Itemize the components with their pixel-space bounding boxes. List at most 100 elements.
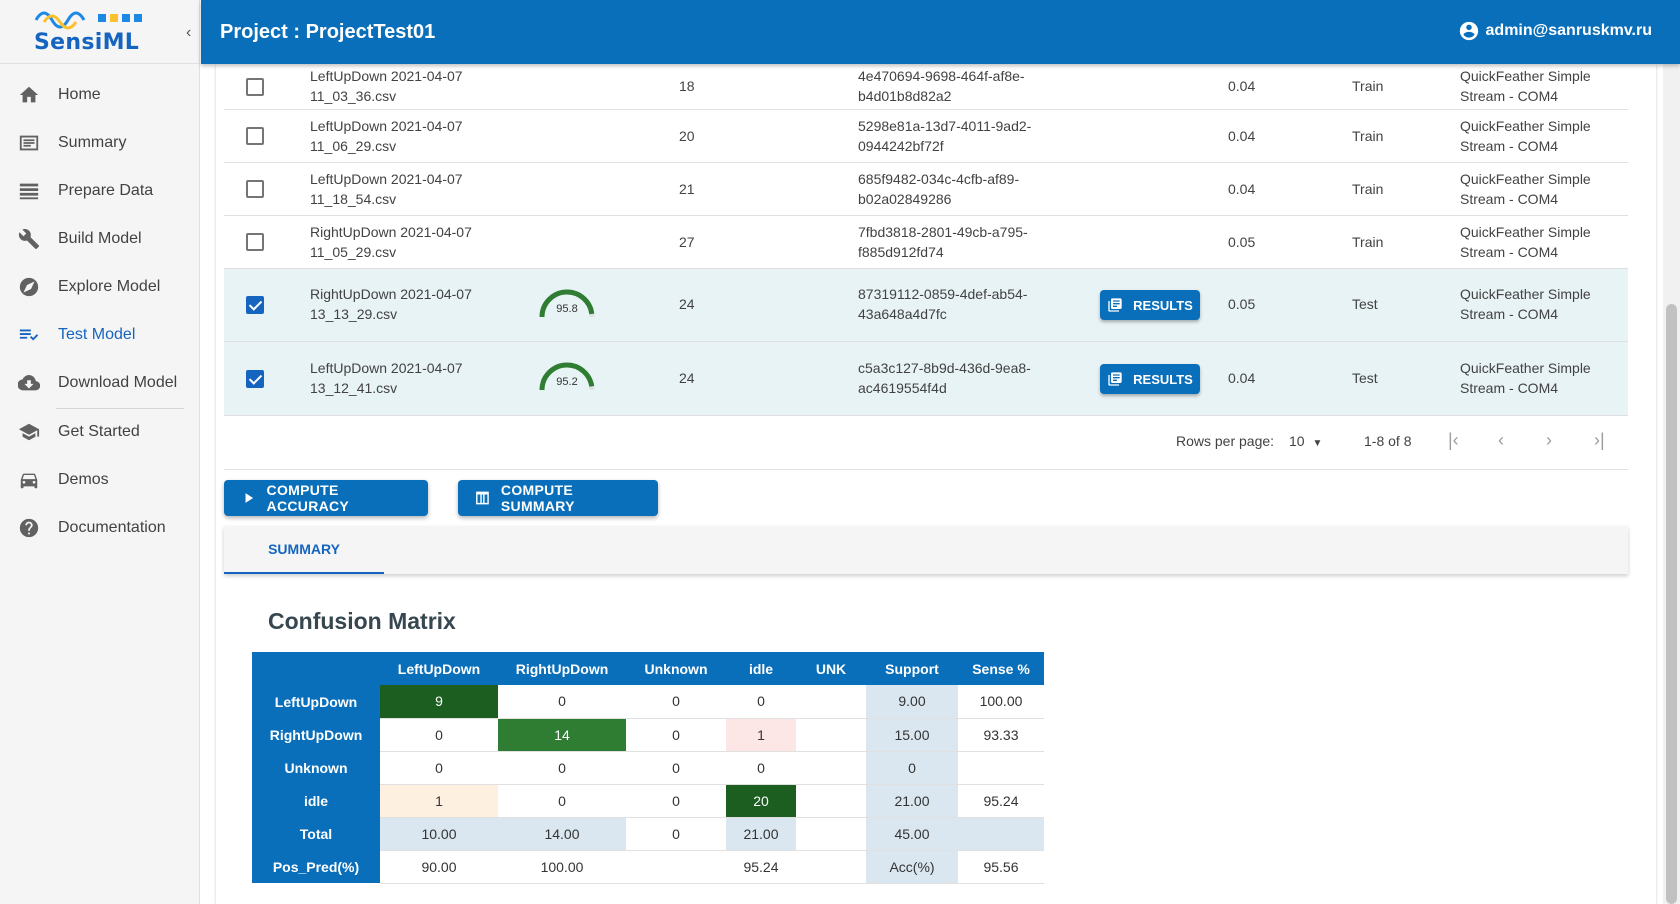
sidebar-item-summary[interactable]: Summary <box>0 123 200 163</box>
sidebar-item-home[interactable]: Home <box>0 75 200 115</box>
sidebar-item-label: Prepare Data <box>58 182 154 199</box>
sense-cell: 93.33 <box>958 718 1044 752</box>
device: QuickFeather Simple Stream - COM4 <box>1460 118 1591 154</box>
row-header: RightUpDown <box>252 718 380 751</box>
sample-count: 27 <box>679 234 695 250</box>
sidebar-item-get-started[interactable]: Get Started <box>0 412 200 452</box>
sidebar-item-label: Build Model <box>58 230 142 247</box>
table-pagination: Rows per page: 10 ▼ 1-8 of 8 |‹ ‹ › ›| <box>224 416 1628 470</box>
capture-uuid: 4e470694-9698-464f-af8e-b4d01b8d82a2 <box>858 68 1025 104</box>
prepare-data-icon <box>19 183 39 200</box>
sidebar-item-build-model[interactable]: Build Model <box>0 219 200 259</box>
row-checkbox[interactable] <box>246 370 264 388</box>
matrix-cell: 14 <box>498 718 626 752</box>
matrix-cell: 0 <box>498 784 626 818</box>
capture-uuid: 7fbd3818-2801-49cb-a795- f885d912fd74 <box>858 224 1028 260</box>
home-icon <box>19 86 39 103</box>
matrix-cell: 0 <box>380 718 498 752</box>
table-row[interactable]: RightUpDown 2021-04-07 13_13_29.csv 95.8 … <box>224 269 1628 342</box>
set-type: Train <box>1352 128 1384 144</box>
row-checkbox[interactable] <box>246 78 264 96</box>
matrix-cell: 0 <box>626 685 726 719</box>
table-row[interactable]: LeftUpDown 2021-04-07 11_06_29.csv 20 529… <box>224 110 1628 163</box>
play-icon <box>245 493 254 503</box>
pos-pred-cell <box>626 850 726 884</box>
playlist-check-icon <box>19 329 39 341</box>
last-page-icon[interactable]: ›| <box>1594 430 1605 450</box>
sidebar-item-prepare-data[interactable]: Prepare Data <box>0 171 200 211</box>
accuracy-value: 95.2 <box>556 376 578 388</box>
matrix-cell <box>796 718 866 752</box>
tab-summary[interactable]: SUMMARY <box>224 526 384 574</box>
next-page-icon[interactable]: › <box>1546 430 1552 450</box>
table-row[interactable]: LeftUpDown 2021-04-07 11_18_54.csv 21 685… <box>224 163 1628 216</box>
sidebar-item-label: Test Model <box>58 326 136 343</box>
sidebar-item-demos[interactable]: Demos <box>0 460 200 500</box>
row-checkbox[interactable] <box>246 180 264 198</box>
sense-cell: 100.00 <box>958 685 1044 719</box>
column-header: LeftUpDown <box>380 652 498 685</box>
table-row[interactable]: RightUpDown 2021-04-07 11_05_29.csv 27 7f… <box>224 216 1628 269</box>
compute-summary-button[interactable]: COMPUTE SUMMARY <box>458 480 658 516</box>
capture-uuid: 87319112-0859-4def-ab54- 43a648a4d7fc <box>858 286 1028 322</box>
accuracy-gauge: 95.8 <box>538 287 596 321</box>
support-cell: 0 <box>866 751 958 785</box>
row-checkbox[interactable] <box>246 233 264 251</box>
compute-accuracy-button[interactable]: COMPUTE ACCURACY <box>224 480 428 516</box>
logo[interactable]: SensiML <box>0 0 199 64</box>
help-icon <box>19 518 39 538</box>
device: QuickFeather Simple Stream - COM4 <box>1460 171 1591 207</box>
sidebar-item-test-model[interactable]: Test Model <box>0 315 200 355</box>
matrix-cell: 0 <box>626 784 726 818</box>
capture-uuid: c5a3c127-8b9d-436d-9ea8- ac4619554f4d <box>858 360 1031 396</box>
table-row[interactable]: LeftUpDown 2021-04-07 13_12_41.csv 95.2 2… <box>224 342 1628 416</box>
previous-page-icon[interactable]: ‹ <box>1498 430 1504 450</box>
collapse-sidebar-icon[interactable]: ‹ <box>186 24 192 41</box>
row-checkbox[interactable] <box>246 296 264 314</box>
sidebar-item-label: Summary <box>58 134 127 151</box>
sidebar-item-explore-model[interactable]: Explore Model <box>0 267 200 307</box>
logo-text: SensiML <box>34 30 140 55</box>
page-scrollbar[interactable] <box>1663 64 1680 904</box>
logo-wave-icon <box>34 11 142 30</box>
column-header: Unknown <box>626 652 726 685</box>
pos-pred-cell <box>796 850 866 884</box>
support-cell: 9.00 <box>866 685 958 719</box>
sidebar-item-documentation[interactable]: Documentation <box>0 508 200 548</box>
user-menu[interactable]: admin@sanruskmv.ru <box>1458 20 1652 42</box>
car-icon <box>20 473 38 489</box>
sidebar-item-download-model[interactable]: Download Model <box>0 363 200 403</box>
total-cell: 45.00 <box>866 817 958 851</box>
results-button[interactable]: RESULTS <box>1100 290 1200 320</box>
results-button[interactable]: RESULTS <box>1100 364 1200 394</box>
file-name: RightUpDown 2021-04-07 11_05_29.csv <box>310 224 472 260</box>
capture-uuid: 5298e81a-13d7-4011-9ad2- 0944242bf72f <box>858 118 1032 154</box>
sample-count: 18 <box>679 78 695 94</box>
row-checkbox[interactable] <box>246 127 264 145</box>
set-type: Train <box>1352 181 1384 197</box>
table-icon <box>476 491 489 505</box>
confusion-matrix: LeftUpDown RightUpDown Unknown idle UNK … <box>252 652 1044 884</box>
total-cell <box>796 817 866 851</box>
scrollbar-thumb[interactable] <box>1666 304 1677 904</box>
sample-count: 24 <box>679 296 695 312</box>
matrix-cell: 0 <box>726 751 796 785</box>
project-title: Project : ProjectTest01 <box>220 20 436 43</box>
table-row[interactable]: LeftUpDown 2021-04-07 11_03_36.csv 18 4e4… <box>224 64 1628 110</box>
header-corner <box>252 652 380 685</box>
rows-per-page-select[interactable]: 10 ▼ <box>1289 433 1323 449</box>
row-header: Pos_Pred(%) <box>252 850 380 883</box>
file-name: LeftUpDown 2021-04-07 13_12_41.csv <box>310 360 463 396</box>
first-page-icon[interactable]: |‹ <box>1448 430 1459 450</box>
accuracy-cell: 95.56 <box>958 850 1044 884</box>
rows-per-page-label: Rows per page: <box>1176 433 1275 449</box>
sidebar-item-label: Explore Model <box>58 278 161 295</box>
library-books-icon <box>1108 298 1122 312</box>
set-type: Train <box>1352 234 1384 250</box>
sidebar-divider <box>56 408 184 409</box>
account-circle-icon <box>1459 21 1478 41</box>
app-header: Project : ProjectTest01 admin@sanruskmv.… <box>201 0 1680 64</box>
matrix-cell: 9 <box>380 685 498 719</box>
pos-pred-cell: 95.24 <box>726 850 796 884</box>
duration: 0.04 <box>1228 78 1256 94</box>
